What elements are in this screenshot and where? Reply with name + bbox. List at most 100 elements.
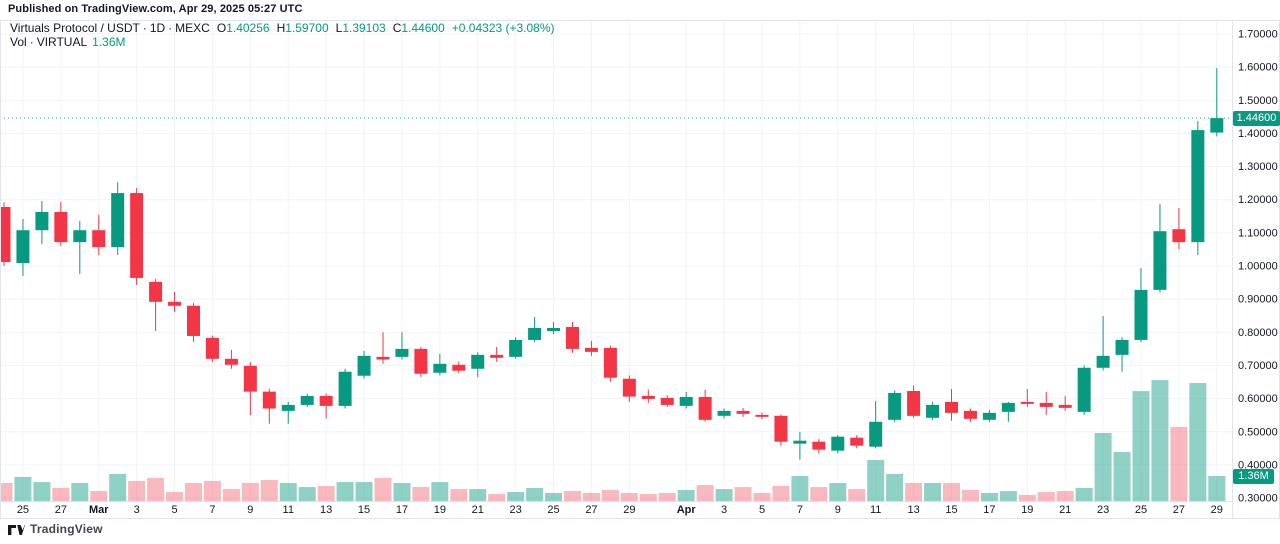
volume-bar (507, 491, 525, 501)
candle-body (338, 371, 352, 406)
change-value: +0.04323 (+3.08%) (451, 21, 555, 35)
volume-bar (279, 482, 297, 501)
time-axis-label: 15 (945, 504, 957, 516)
candle-body (509, 339, 523, 357)
candle-body (698, 396, 712, 420)
time-axis-label: 21 (472, 504, 484, 516)
volume-bar (753, 492, 771, 501)
candle-body (641, 395, 655, 399)
price-axis-label: 0.60000 (1238, 393, 1278, 405)
time-axis-label: 7 (209, 504, 215, 516)
volume-bar (715, 489, 733, 501)
volume-bar (810, 487, 828, 501)
candle-body (471, 354, 485, 369)
volume-bar (829, 482, 847, 501)
volume-bar (1113, 451, 1131, 501)
price-axis-label: 0.80000 (1238, 327, 1278, 339)
time-axis-label: 9 (835, 504, 841, 516)
candle-body (736, 410, 750, 414)
low-value: 1.39103 (342, 21, 386, 35)
volume-bar (147, 478, 165, 501)
volume-bar (185, 482, 202, 501)
symbol-name: Virtuals Protocol / USDT (10, 21, 140, 35)
price-axis[interactable]: 0.30000 0.40000 0.50000 0.60000 0.70000 0.800… (1238, 28, 1278, 504)
price-axis-label: 0.30000 (1238, 493, 1278, 505)
volume-bar (336, 482, 354, 501)
high-value: 1.59700 (285, 21, 329, 35)
time-axis-label: 27 (1173, 504, 1185, 516)
tradingview-logo-link[interactable]: TradingView (8, 522, 103, 536)
candle-body (243, 365, 257, 392)
volume-bar (90, 491, 108, 501)
volume-label: Vol (10, 35, 27, 49)
time-axis-label: 13 (320, 504, 332, 516)
volume-bar (203, 480, 221, 501)
volume-layer (0, 380, 1226, 501)
time-axis-label: Mar (89, 504, 109, 516)
candle-body (205, 337, 219, 359)
volume-bar (772, 485, 790, 501)
candle-body (774, 415, 788, 442)
volume-bar (1208, 476, 1226, 501)
last-volume-badge: 1.36M (1233, 468, 1274, 484)
volume-bar (374, 478, 392, 501)
candle-body (1172, 229, 1186, 243)
time-axis-label: 7 (797, 504, 803, 516)
candle-body (149, 281, 163, 302)
time-axis-label: 29 (623, 504, 635, 516)
candle-body (622, 378, 636, 397)
price-axis-label: 1.60000 (1238, 62, 1278, 74)
volume-bar (469, 489, 487, 501)
candle-body (73, 230, 87, 243)
price-axis-label: 0.40000 (1238, 459, 1278, 471)
grid-layer (0, 20, 1232, 501)
candle-body (1115, 339, 1129, 355)
volume-bar (980, 492, 998, 501)
volume-bar (961, 489, 979, 501)
volume-bar (260, 480, 278, 501)
time-axis-label: 17 (983, 504, 995, 516)
candle-body (433, 363, 447, 373)
time-axis-label: 29 (1211, 504, 1223, 516)
price-axis-label: 1.30000 (1238, 161, 1278, 173)
volume-symbol: VIRTUAL (36, 35, 88, 49)
volume-bar (1075, 487, 1093, 501)
candle-body (603, 347, 617, 378)
candle-body (963, 410, 977, 419)
time-axis-label: 9 (247, 504, 253, 516)
candle-body (395, 348, 409, 357)
price-axis-label: 1.70000 (1238, 28, 1278, 40)
candle-body (679, 396, 693, 406)
published-line: Published on TradingView.com, Apr 29, 20… (8, 3, 303, 15)
volume-bar (943, 482, 960, 501)
candle-body (1058, 404, 1072, 408)
candle-body (528, 327, 542, 340)
price-axis-label: 1.20000 (1238, 194, 1278, 206)
separator-dot: · (29, 35, 34, 49)
volume-bar (1170, 426, 1188, 501)
time-axis-label: 17 (396, 504, 408, 516)
candle-body (584, 347, 598, 352)
candle-body (793, 440, 807, 444)
time-axis-label: 15 (358, 504, 370, 516)
candle-body (92, 230, 106, 248)
volume-bar (639, 494, 657, 501)
tradingview-brand-text: TradingView (30, 522, 103, 536)
volume-bar (734, 487, 752, 501)
time-axis-label: 25 (17, 504, 29, 516)
candle-body (812, 441, 826, 450)
price-axis-label: 0.50000 (1238, 426, 1278, 438)
candle-body (35, 211, 49, 231)
chart-border (0, 20, 1280, 519)
time-axis[interactable]: 25 27 Mar 3 5 7 9 11 13 15 17 19 21 23 25 27 29 Apr 3 5 7 9 11… (17, 504, 1223, 516)
price-axis-label: 0.70000 (1238, 360, 1278, 372)
volume-bar (488, 494, 506, 501)
candle-body (907, 390, 921, 416)
volume-bar (886, 473, 904, 501)
volume-bar (412, 487, 430, 501)
volume-value: 1.36M (92, 35, 126, 49)
time-axis-label: 21 (1059, 504, 1071, 516)
volume-bar (1094, 432, 1112, 501)
time-axis-label: 19 (434, 504, 446, 516)
